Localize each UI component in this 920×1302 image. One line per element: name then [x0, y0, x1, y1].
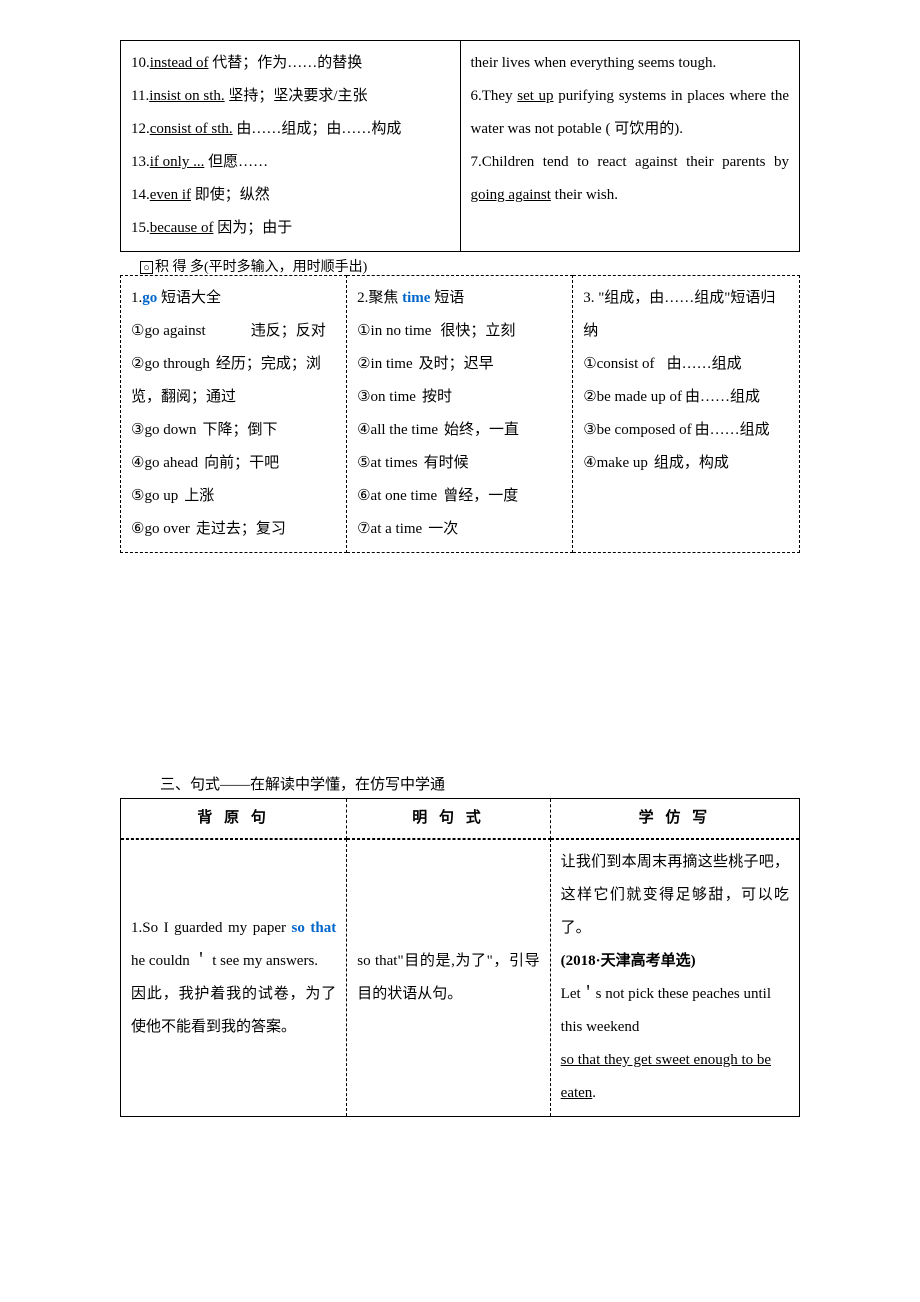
sentence-body: 1.So I guarded my paper so that he could… [121, 839, 799, 1116]
dashed-col3: 3. "组成，由……组成"短语归纳①consist of由……组成②be mad… [573, 276, 800, 553]
col-title: 1.go 短语大全 [131, 282, 336, 315]
sentence-right: 让我们到本周末再摘这些桃子吧，这样它们就变得足够甜，可以吃了。(2018·天津高… [550, 840, 799, 1117]
col-item: ④go ahead向前；干吧 [131, 447, 336, 480]
phrase-row: 15.because of 因为；由于 [131, 212, 450, 245]
col-item: ⑥go over走过去；复习 [131, 513, 336, 546]
col-item: ⑥at one time曾经，一度 [357, 480, 562, 513]
phrase-row: 11.insist on sth. 坚持；坚决要求/主张 [131, 80, 450, 113]
col-title: 3. "组成，由……组成"短语归纳 [583, 282, 789, 348]
dashed-table: 1.go 短语大全①go against违反；反对②go through经历；完… [120, 275, 800, 553]
top-left-cell: 10.instead of 代替；作为……的替换11.insist on sth… [121, 41, 461, 252]
col-item: ②in time及时；迟早 [357, 348, 562, 381]
circle-marker: ○ [140, 261, 153, 274]
top-table: 10.instead of 代替；作为……的替换11.insist on sth… [120, 40, 800, 252]
top-right-cell: their lives when everything seems tough.… [460, 41, 800, 252]
sentence-header: 背 原 句 明 句 式 学 仿 写 [121, 799, 799, 839]
sentence-left: 1.So I guarded my paper so that he could… [121, 840, 347, 1117]
jiduo-text: 积 得 多(平时多输入，用时顺手出) [155, 260, 367, 275]
col-title: 2.聚焦 time 短语 [357, 282, 562, 315]
example-row: their lives when everything seems tough. [471, 47, 790, 80]
section3-title: 三、句式——在解读中学懂，在仿写中学通 [160, 773, 800, 794]
col-item: ③be composed of由……组成 [583, 414, 789, 447]
col-item: ①consist of由……组成 [583, 348, 789, 381]
sentence-header-3: 学 仿 写 [550, 799, 799, 839]
phrase-row: 10.instead of 代替；作为……的替换 [131, 47, 450, 80]
col-item: ⑦at a time一次 [357, 513, 562, 546]
col-item: ⑤go up上涨 [131, 480, 336, 513]
dashed-col1: 1.go 短语大全①go against违反；反对②go through经历；完… [121, 276, 347, 553]
col-item: ④all the time始终，一直 [357, 414, 562, 447]
col-item: ③on time按时 [357, 381, 562, 414]
col-item: ⑤at times有时候 [357, 447, 562, 480]
sentence-header-1: 背 原 句 [121, 799, 347, 839]
col-item: ②be made up of由……组成 [583, 381, 789, 414]
sentence-mid: so that"目的是,为了"，引导目的状语从句。 [347, 840, 550, 1117]
phrase-row: 14.even if 即使；纵然 [131, 179, 450, 212]
jiduo-note: ○积 得 多(平时多输入，用时顺手出) [140, 256, 800, 276]
sentence-table: 背 原 句 明 句 式 学 仿 写 1.So I guarded my pape… [120, 798, 800, 1117]
col-item: ①in no time很快；立刻 [357, 315, 562, 348]
sentence-header-2: 明 句 式 [347, 799, 550, 839]
col-item: ①go against违反；反对 [131, 315, 336, 348]
col-item: ③go down下降；倒下 [131, 414, 336, 447]
dashed-col2: 2.聚焦 time 短语①in no time很快；立刻②in time及时；迟… [347, 276, 573, 553]
col-item: ④make up组成，构成 [583, 447, 789, 480]
col-item: ②go through经历；完成；浏览，翻阅；通过 [131, 348, 336, 414]
phrase-row: 13.if only ... 但愿…… [131, 146, 450, 179]
example-row: 6.They set up purifying systems in place… [471, 80, 790, 146]
example-row: 7.Children tend to react against their p… [471, 146, 790, 212]
phrase-row: 12.consist of sth. 由……组成；由……构成 [131, 113, 450, 146]
